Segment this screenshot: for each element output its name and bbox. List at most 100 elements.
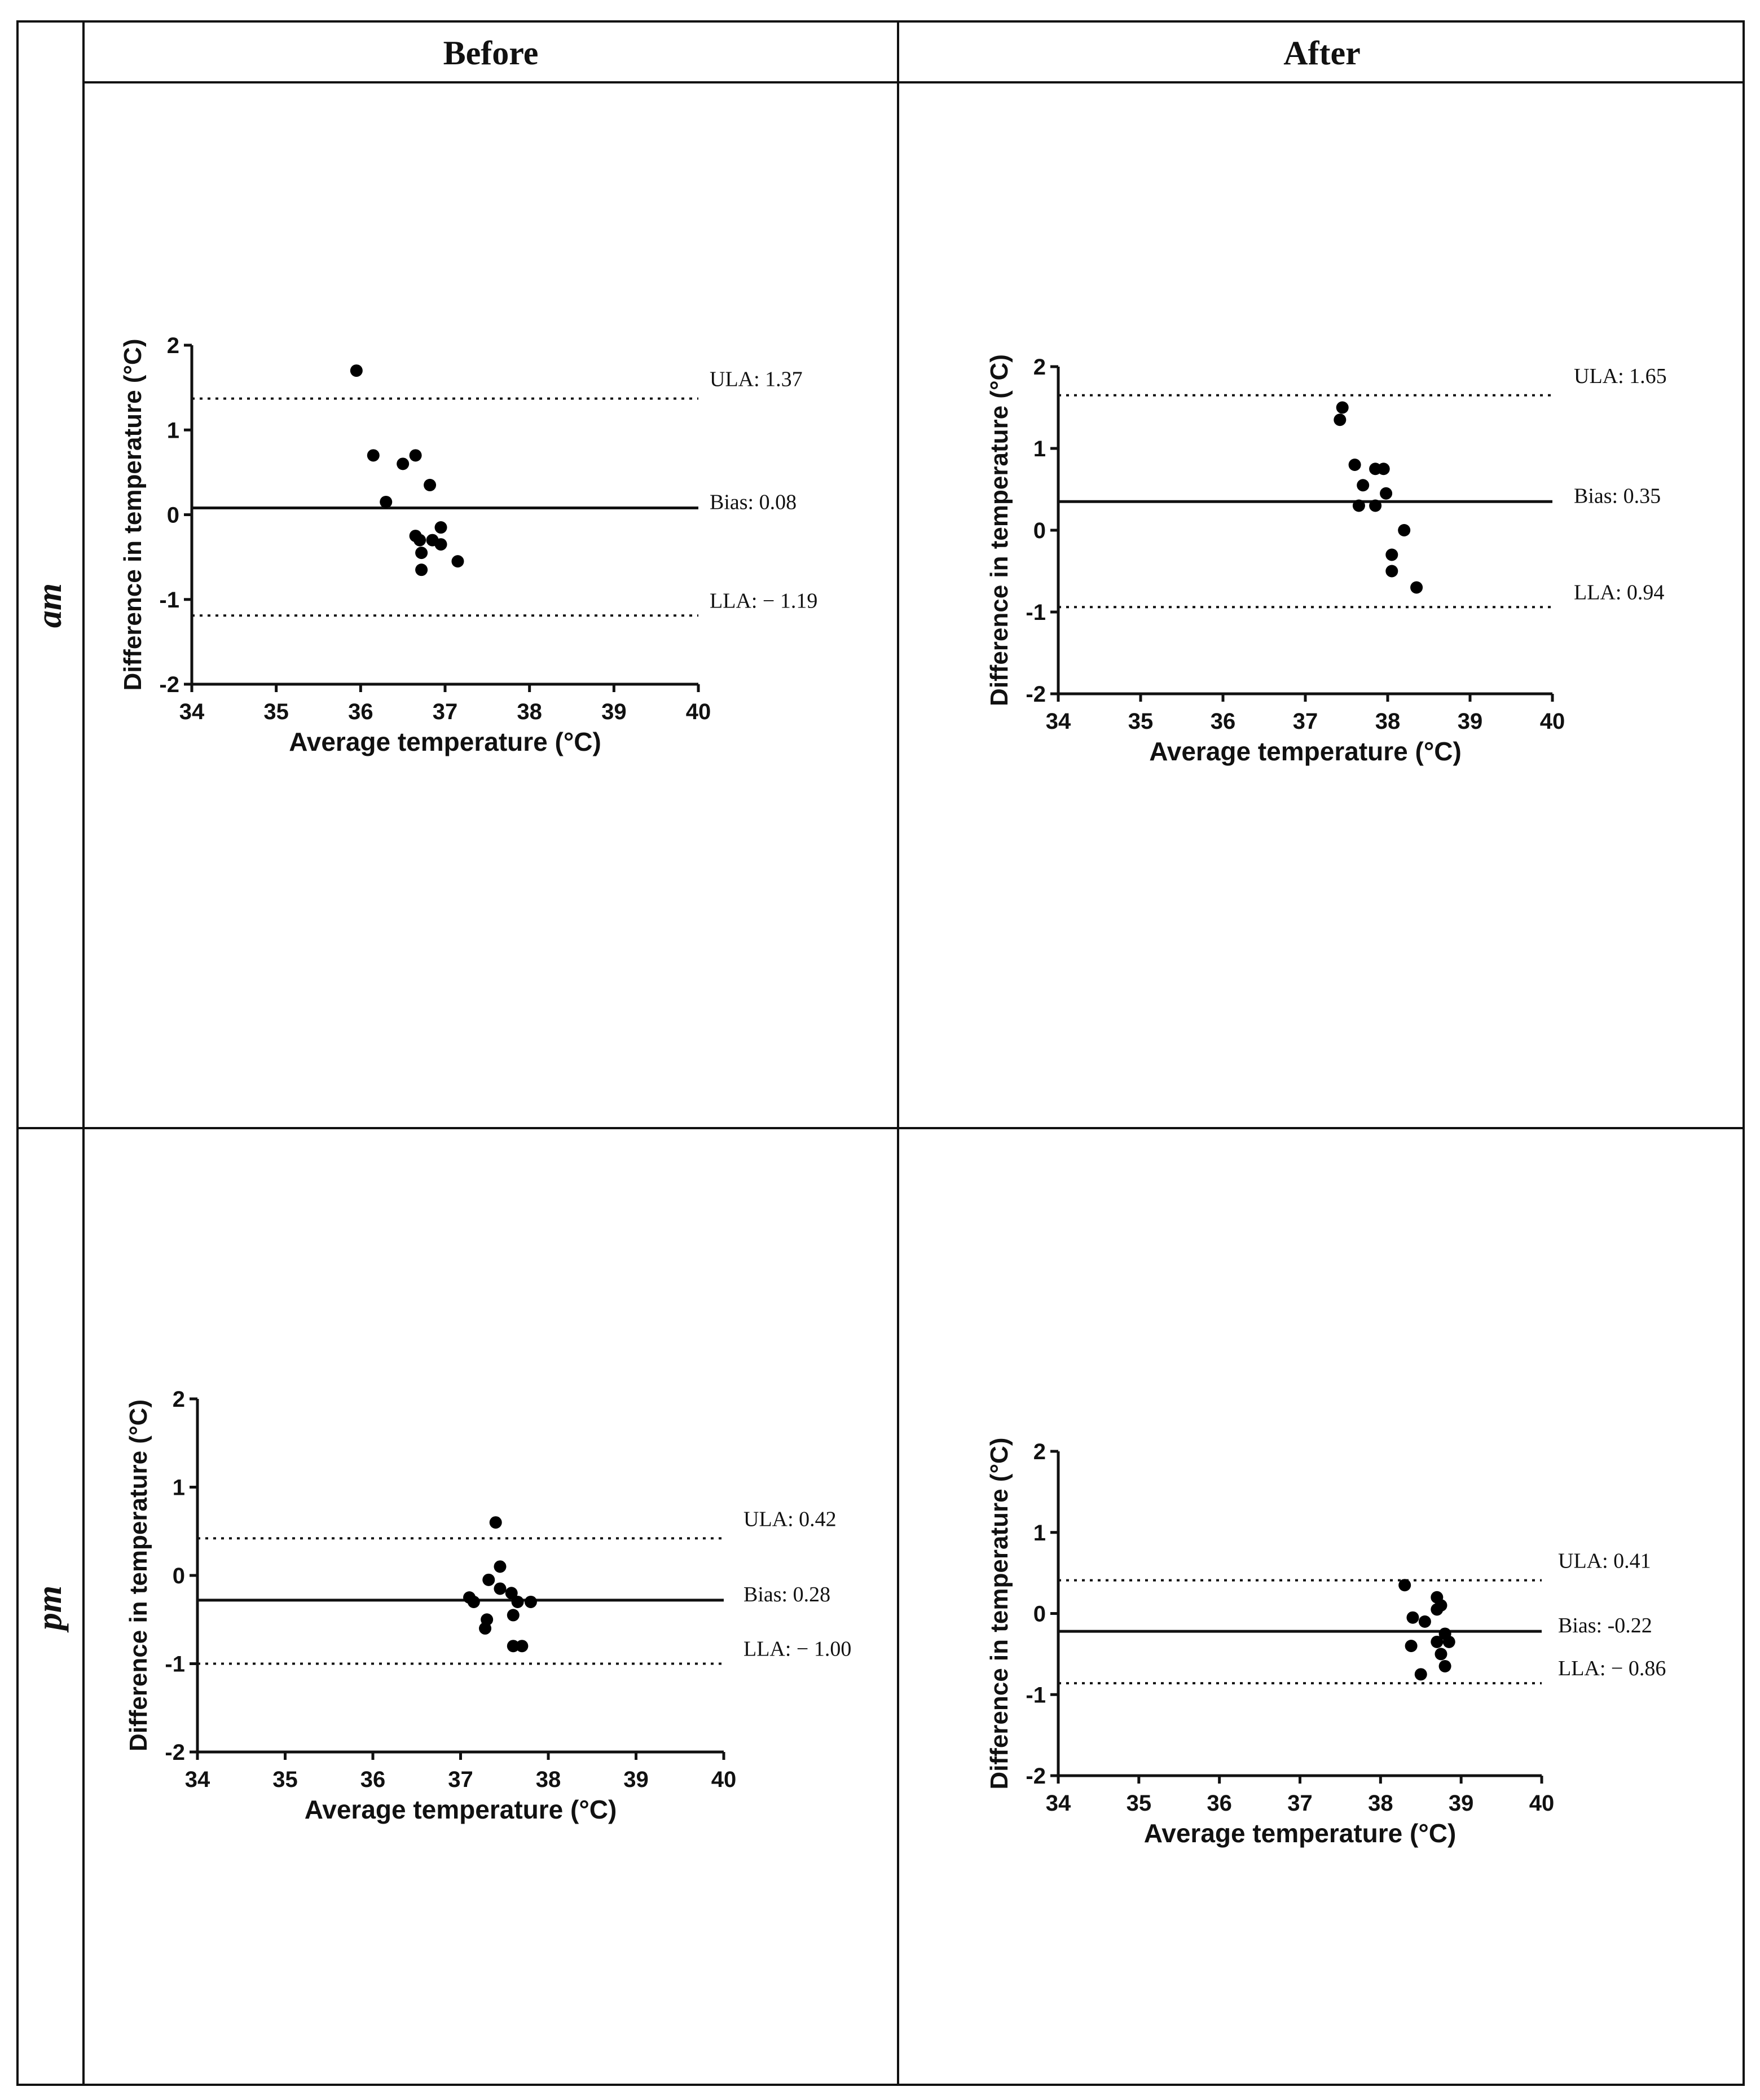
x-tick-label: 35 — [1128, 709, 1154, 734]
x-tick-label: 34 — [1046, 1791, 1071, 1816]
y-axis-label: Difference in temperature (°C) — [119, 339, 147, 691]
x-tick-label: 36 — [360, 1767, 386, 1792]
data-point — [507, 1640, 520, 1653]
data-point — [413, 534, 426, 547]
data-point — [451, 555, 464, 568]
column-divider — [897, 20, 899, 2086]
data-point — [1336, 401, 1349, 414]
data-point — [1369, 499, 1382, 512]
x-tick-label: 40 — [1529, 1791, 1555, 1816]
y-tick-label: 0 — [167, 503, 179, 528]
x-tick-label: 40 — [711, 1767, 737, 1792]
plot-am-before: 34 35 36 37 38 39 40 -2 -1 0 1 2 Average temperature… — [119, 333, 817, 756]
x-tick-label: 37 — [433, 699, 458, 724]
data-point — [479, 1622, 492, 1635]
data-point — [1385, 565, 1398, 578]
x-tick-label: 35 — [272, 1767, 298, 1792]
data-point — [1418, 1615, 1431, 1628]
data-point — [367, 449, 380, 462]
data-point — [1435, 1648, 1447, 1661]
y-tick-label: 0 — [1033, 518, 1046, 543]
x-tick-label: 36 — [1211, 709, 1236, 734]
data-point — [1377, 463, 1390, 476]
column-header-after: After — [1283, 34, 1361, 72]
x-tick-label: 34 — [185, 1767, 210, 1792]
x-tick-label: 36 — [348, 699, 373, 724]
data-point — [489, 1516, 502, 1529]
row-divider — [16, 1127, 1745, 1129]
y-axis-label: Difference in temperature (°C) — [985, 1438, 1013, 1790]
data-point — [350, 364, 363, 377]
y-tick-label: 0 — [1033, 1602, 1046, 1627]
data-point — [1438, 1659, 1451, 1672]
x-tick-label: 39 — [623, 1767, 649, 1792]
y-tick-label: 1 — [1033, 437, 1046, 461]
data-point — [1398, 1579, 1411, 1592]
data-point — [1334, 413, 1347, 426]
data-point — [1442, 1635, 1455, 1648]
lla-label: LLA: − 1.00 — [743, 1637, 851, 1661]
data-point — [524, 1595, 537, 1608]
y-tick-label: 2 — [173, 1387, 185, 1412]
lla-label: LLA: 0.94 — [1574, 580, 1664, 604]
y-tick-label: -2 — [1026, 1764, 1046, 1789]
data-point — [1398, 524, 1411, 536]
x-tick-label: 38 — [517, 699, 542, 724]
lla-label: LLA: − 0.86 — [1558, 1657, 1666, 1680]
x-tick-label: 38 — [536, 1767, 561, 1792]
data-point — [494, 1560, 507, 1573]
data-point — [1348, 459, 1361, 471]
y-tick-label: -1 — [1026, 1683, 1046, 1707]
data-point — [467, 1595, 480, 1608]
data-point — [424, 478, 437, 491]
plot-pm-after: 34 35 36 37 38 39 40 -2 -1 0 1 2 Average temperature… — [985, 1438, 1666, 1848]
x-tick-label: 40 — [686, 699, 711, 724]
y-tick-label: 2 — [1033, 1439, 1046, 1464]
x-axis-label: Average temperature (°C) — [289, 727, 601, 756]
lla-label: LLA: − 1.19 — [710, 589, 817, 613]
y-tick-label: -2 — [165, 1740, 185, 1765]
column-header-before: Before — [443, 34, 539, 72]
data-point — [434, 538, 447, 551]
table-frame — [16, 20, 1745, 2086]
y-tick-label: -1 — [159, 588, 179, 613]
y-tick-label: 0 — [173, 1564, 185, 1588]
data-point — [380, 495, 393, 508]
plot-pm-before: 34 35 36 37 38 39 40 -2 -1 0 1 2 Average temperature… — [125, 1387, 851, 1824]
data-point — [1380, 487, 1393, 500]
bias-label: Bias: 0.35 — [1574, 484, 1661, 508]
y-axis-label: Difference in temperature (°C) — [985, 354, 1013, 706]
x-tick-label: 40 — [1540, 709, 1565, 734]
x-tick-label: 39 — [601, 699, 627, 724]
bias-label: Bias: 0.28 — [743, 1583, 830, 1606]
y-tick-label: 1 — [173, 1476, 185, 1500]
data-point — [1410, 581, 1423, 594]
bias-label: Bias: 0.08 — [710, 490, 797, 514]
x-tick-label: 38 — [1368, 1791, 1393, 1816]
header-divider — [82, 81, 1745, 83]
data-point — [1385, 548, 1398, 561]
x-tick-label: 34 — [1046, 709, 1071, 734]
data-point — [434, 521, 447, 534]
data-point — [516, 1640, 529, 1653]
y-tick-label: 1 — [1033, 1521, 1046, 1546]
ula-label: ULA: 0.42 — [743, 1507, 837, 1531]
data-point — [415, 547, 428, 560]
data-point — [1405, 1640, 1418, 1652]
data-point — [1352, 499, 1365, 512]
x-tick-label: 37 — [1287, 1791, 1313, 1816]
x-tick-label: 37 — [448, 1767, 473, 1792]
ula-label: ULA: 1.65 — [1574, 364, 1667, 388]
data-point — [494, 1582, 507, 1595]
x-axis-label: Average temperature (°C) — [305, 1795, 617, 1824]
x-axis-label: Average temperature (°C) — [1144, 1819, 1457, 1848]
y-tick-label: 2 — [167, 333, 179, 358]
data-point — [415, 563, 428, 576]
data-point — [397, 457, 410, 470]
bias-label: Bias: -0.22 — [1558, 1614, 1652, 1637]
x-tick-label: 35 — [1127, 1791, 1152, 1816]
x-tick-label: 38 — [1375, 709, 1401, 734]
x-tick-label: 36 — [1207, 1791, 1232, 1816]
y-tick-label: 2 — [1033, 355, 1046, 380]
